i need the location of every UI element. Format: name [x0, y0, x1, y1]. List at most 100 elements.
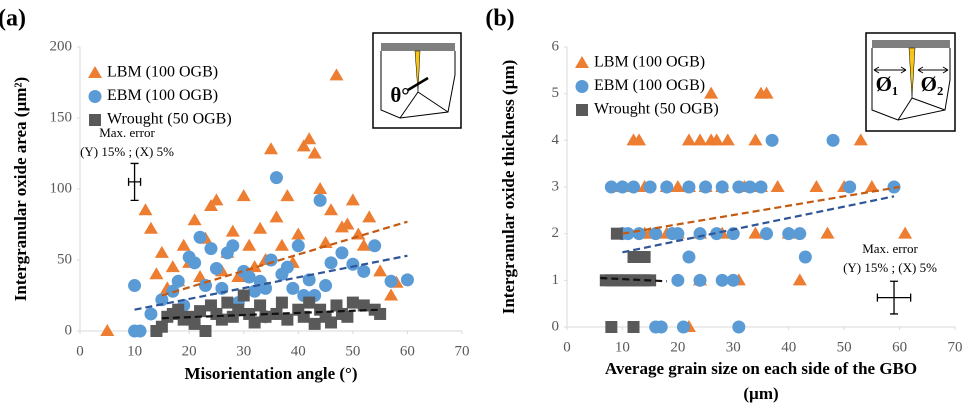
point — [274, 238, 289, 251]
point — [638, 251, 651, 263]
point — [665, 227, 679, 241]
point — [610, 227, 623, 240]
point — [165, 260, 180, 273]
point — [188, 317, 201, 330]
point — [138, 203, 153, 216]
y-tick-label: 0 — [552, 318, 560, 334]
point — [280, 260, 294, 274]
point — [308, 317, 321, 330]
point — [699, 180, 713, 194]
point — [864, 180, 879, 192]
point — [693, 273, 707, 287]
point — [632, 133, 647, 146]
y-tick-label: 200 — [50, 38, 73, 54]
inset-a — [372, 32, 462, 129]
x-axis-label: (µm) — [743, 384, 778, 403]
point — [193, 230, 207, 244]
point — [209, 262, 223, 276]
point — [748, 226, 763, 239]
error-bar-x — [876, 293, 912, 302]
legend-marker — [575, 80, 589, 93]
point — [248, 284, 262, 298]
point — [820, 226, 835, 239]
x-tick-label: 30 — [236, 343, 251, 359]
point — [615, 180, 629, 194]
point — [400, 273, 414, 287]
point — [720, 133, 735, 146]
point — [307, 146, 322, 159]
y-tick-label: 4 — [552, 132, 560, 148]
point — [709, 133, 724, 146]
point — [143, 221, 158, 234]
x-tick-label: 40 — [291, 343, 306, 359]
point — [253, 221, 268, 234]
legend-label: LBM (100 OGB) — [594, 54, 705, 71]
point — [318, 235, 333, 248]
point — [345, 193, 360, 206]
point — [335, 246, 349, 260]
point — [154, 245, 169, 258]
point — [194, 305, 207, 318]
point — [374, 307, 387, 320]
y-tick-label: 3 — [552, 178, 560, 194]
point — [341, 310, 354, 323]
annotation: Max. error — [99, 125, 155, 140]
point — [144, 307, 158, 321]
annotation: (Y) 15% ; (X) 5% — [843, 260, 937, 275]
legend-marker — [89, 114, 101, 126]
point — [809, 180, 824, 192]
point — [236, 189, 251, 202]
point — [357, 264, 371, 278]
y-axis-label: Intergranular oxide area (µm²) — [11, 77, 30, 301]
point — [671, 273, 685, 287]
point — [798, 250, 812, 264]
x-tick-label: 20 — [670, 339, 685, 355]
annotation: (Y) 15% ; (X) 5% — [80, 144, 174, 159]
y-tick-label: 5 — [552, 85, 560, 101]
y-tick-label: 50 — [57, 251, 72, 267]
point — [275, 296, 288, 309]
point — [853, 133, 868, 146]
point — [368, 239, 382, 253]
point — [302, 132, 317, 145]
point — [187, 213, 202, 226]
point — [346, 257, 360, 271]
point — [254, 299, 267, 312]
y-tick-label: 100 — [50, 180, 73, 196]
point — [269, 210, 284, 223]
point — [291, 227, 306, 240]
point — [225, 224, 240, 237]
x-tick-label: 70 — [948, 339, 963, 355]
point — [259, 281, 273, 295]
point — [627, 321, 640, 333]
point — [128, 279, 142, 293]
legend-label: LBM (100 OGB) — [107, 64, 218, 81]
point — [710, 227, 724, 241]
x-axis-label: Misorientation angle (°) — [185, 364, 358, 383]
point — [296, 139, 311, 152]
point — [171, 274, 185, 288]
point — [604, 180, 618, 194]
point — [237, 289, 250, 302]
point — [793, 227, 807, 241]
point — [221, 296, 234, 309]
x-tick-label: 50 — [345, 343, 360, 359]
point — [303, 296, 316, 309]
point — [329, 68, 344, 81]
point — [654, 320, 668, 334]
trend-line — [134, 254, 408, 311]
x-tick-label: 0 — [76, 343, 84, 359]
point — [204, 242, 218, 256]
x-tick-label: 70 — [455, 343, 470, 359]
point — [682, 180, 696, 194]
point — [660, 180, 674, 194]
point — [373, 264, 388, 277]
point — [100, 324, 115, 336]
point — [770, 180, 785, 192]
point — [732, 180, 746, 194]
inset-b — [865, 32, 956, 132]
point — [269, 171, 283, 185]
legend-label: Wrought (50 OGB) — [107, 111, 232, 128]
point — [743, 180, 757, 194]
